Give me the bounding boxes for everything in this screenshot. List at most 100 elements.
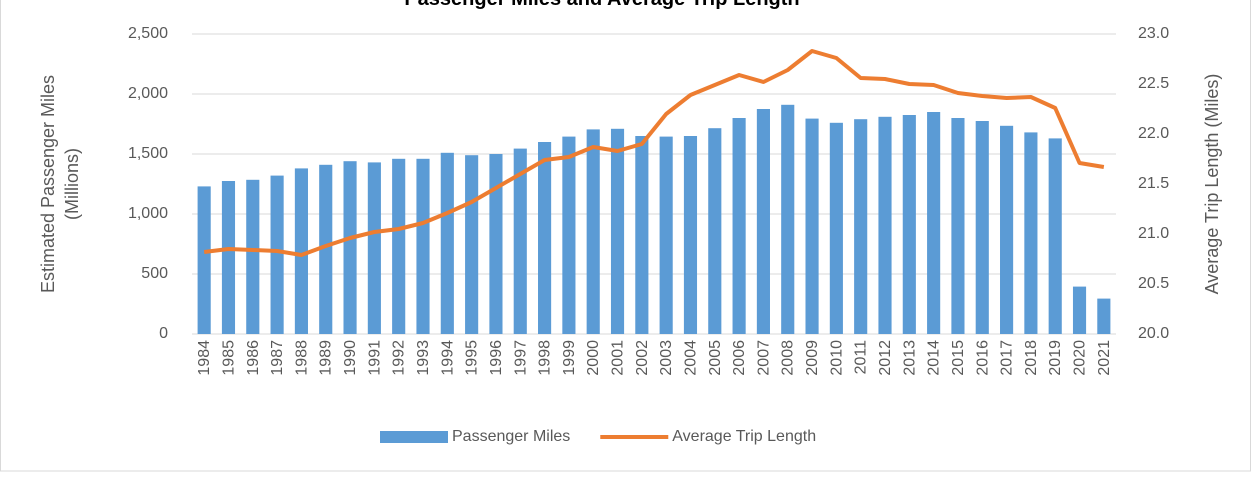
y-tick-label: 0 — [159, 325, 168, 342]
bar — [221, 181, 236, 334]
chart-title: Passenger Miles and Average Trip Length — [404, 0, 799, 10]
x-tick-label: 2005 — [707, 340, 724, 376]
x-tick-label: 2021 — [1096, 340, 1113, 376]
x-tick-label: 2002 — [634, 340, 651, 376]
bar — [246, 179, 260, 334]
x-tick-label: 2017 — [999, 340, 1016, 376]
x-tick-label: 2019 — [1047, 340, 1064, 376]
bar — [951, 118, 965, 334]
x-tick-label: 2001 — [610, 340, 627, 376]
x-tick-label: 2009 — [804, 340, 821, 376]
bar — [683, 136, 698, 334]
x-tick-label: 2014 — [926, 340, 943, 376]
bar — [1000, 125, 1014, 334]
bar — [805, 118, 819, 334]
y2-tick-label: 22.0 — [1138, 125, 1169, 142]
x-tick-label: 1985 — [220, 340, 237, 376]
bar — [392, 158, 406, 334]
bar — [562, 136, 576, 334]
bar — [1072, 286, 1087, 334]
x-tick-label: 2011 — [853, 340, 870, 375]
y-axis-title-line: (Millions) — [62, 148, 82, 220]
bar — [659, 136, 673, 334]
x-tick-label: 1986 — [245, 340, 262, 376]
bar — [878, 116, 892, 334]
x-tick-label: 1998 — [537, 340, 554, 376]
y2-tick-label: 20.0 — [1138, 325, 1169, 342]
x-tick-label: 2018 — [1023, 340, 1040, 376]
y2-tick-label: 20.5 — [1138, 275, 1169, 292]
y-axis-title: Estimated Passenger Miles (Millions) — [38, 75, 82, 293]
y-tick-label: 1,000 — [128, 205, 168, 222]
bar — [781, 104, 795, 334]
x-tick-label: 1999 — [561, 340, 578, 376]
bar — [343, 161, 357, 334]
bar — [416, 158, 430, 334]
bar — [513, 148, 527, 334]
x-tick-label: 2008 — [780, 340, 797, 376]
x-tick-label: 2016 — [974, 340, 991, 376]
bar — [732, 118, 746, 334]
bar — [902, 115, 916, 334]
y-tick-label: 2,500 — [128, 25, 168, 42]
x-tick-label: 2012 — [877, 340, 894, 376]
x-tick-label: 2000 — [585, 340, 602, 376]
x-tick-label: 1996 — [488, 340, 505, 376]
x-tick-label: 2003 — [658, 340, 675, 376]
line — [203, 49, 1105, 257]
bar — [756, 109, 770, 334]
bar — [829, 122, 843, 334]
x-tick-label: 1997 — [512, 340, 529, 376]
bar — [854, 119, 868, 334]
y2-tick-label: 21.5 — [1138, 175, 1169, 192]
x-tick-label: 1991 — [366, 340, 383, 376]
x-tick-label: 1993 — [415, 340, 432, 376]
bar — [294, 168, 308, 334]
bar — [708, 128, 722, 334]
y-tick-label: 500 — [141, 265, 168, 282]
x-tick-label: 2020 — [1072, 340, 1089, 376]
x-tick-label: 1984 — [196, 340, 213, 376]
y-tick-label: 1,500 — [128, 145, 168, 162]
bar — [927, 112, 941, 334]
legend-swatch — [380, 431, 448, 443]
x-tick-label: 1995 — [464, 340, 481, 376]
bar — [586, 129, 600, 334]
y2-axis-title: Average Trip Length (Miles) — [1202, 74, 1222, 295]
x-tick-label: 2013 — [901, 340, 918, 376]
bar — [197, 186, 211, 334]
y-axis-title-line: Estimated Passenger Miles — [38, 75, 58, 293]
bar — [319, 164, 333, 334]
x-tick-label: 1989 — [318, 340, 335, 376]
bar — [1024, 132, 1038, 334]
bar — [1048, 138, 1062, 334]
bar — [975, 121, 989, 334]
x-tick-label: 1990 — [342, 340, 359, 376]
legend-label: Average Trip Length — [672, 428, 816, 445]
bar — [440, 152, 454, 334]
x-tick-label: 2007 — [755, 340, 772, 376]
y2-tick-label: 21.0 — [1138, 225, 1169, 242]
bar — [1097, 298, 1111, 334]
x-tick-label: 2015 — [950, 340, 967, 376]
x-tick-label: 2006 — [731, 340, 748, 376]
bar — [635, 136, 649, 334]
bar — [610, 128, 625, 334]
bar — [465, 155, 479, 334]
bar — [489, 154, 503, 334]
y2-tick-label: 23.0 — [1138, 25, 1169, 42]
x-tick-label: 1987 — [269, 340, 286, 376]
bar — [538, 142, 552, 334]
bar — [367, 162, 381, 334]
bar — [270, 175, 284, 334]
legend-label: Passenger Miles — [452, 428, 570, 445]
x-tick-label: 1988 — [293, 340, 310, 376]
x-tick-label: 1994 — [439, 340, 456, 376]
x-tick-label: 2004 — [682, 340, 699, 376]
y-tick-label: 2,000 — [128, 85, 168, 102]
x-tick-label: 2010 — [828, 340, 845, 376]
y2-tick-label: 22.5 — [1138, 75, 1169, 92]
